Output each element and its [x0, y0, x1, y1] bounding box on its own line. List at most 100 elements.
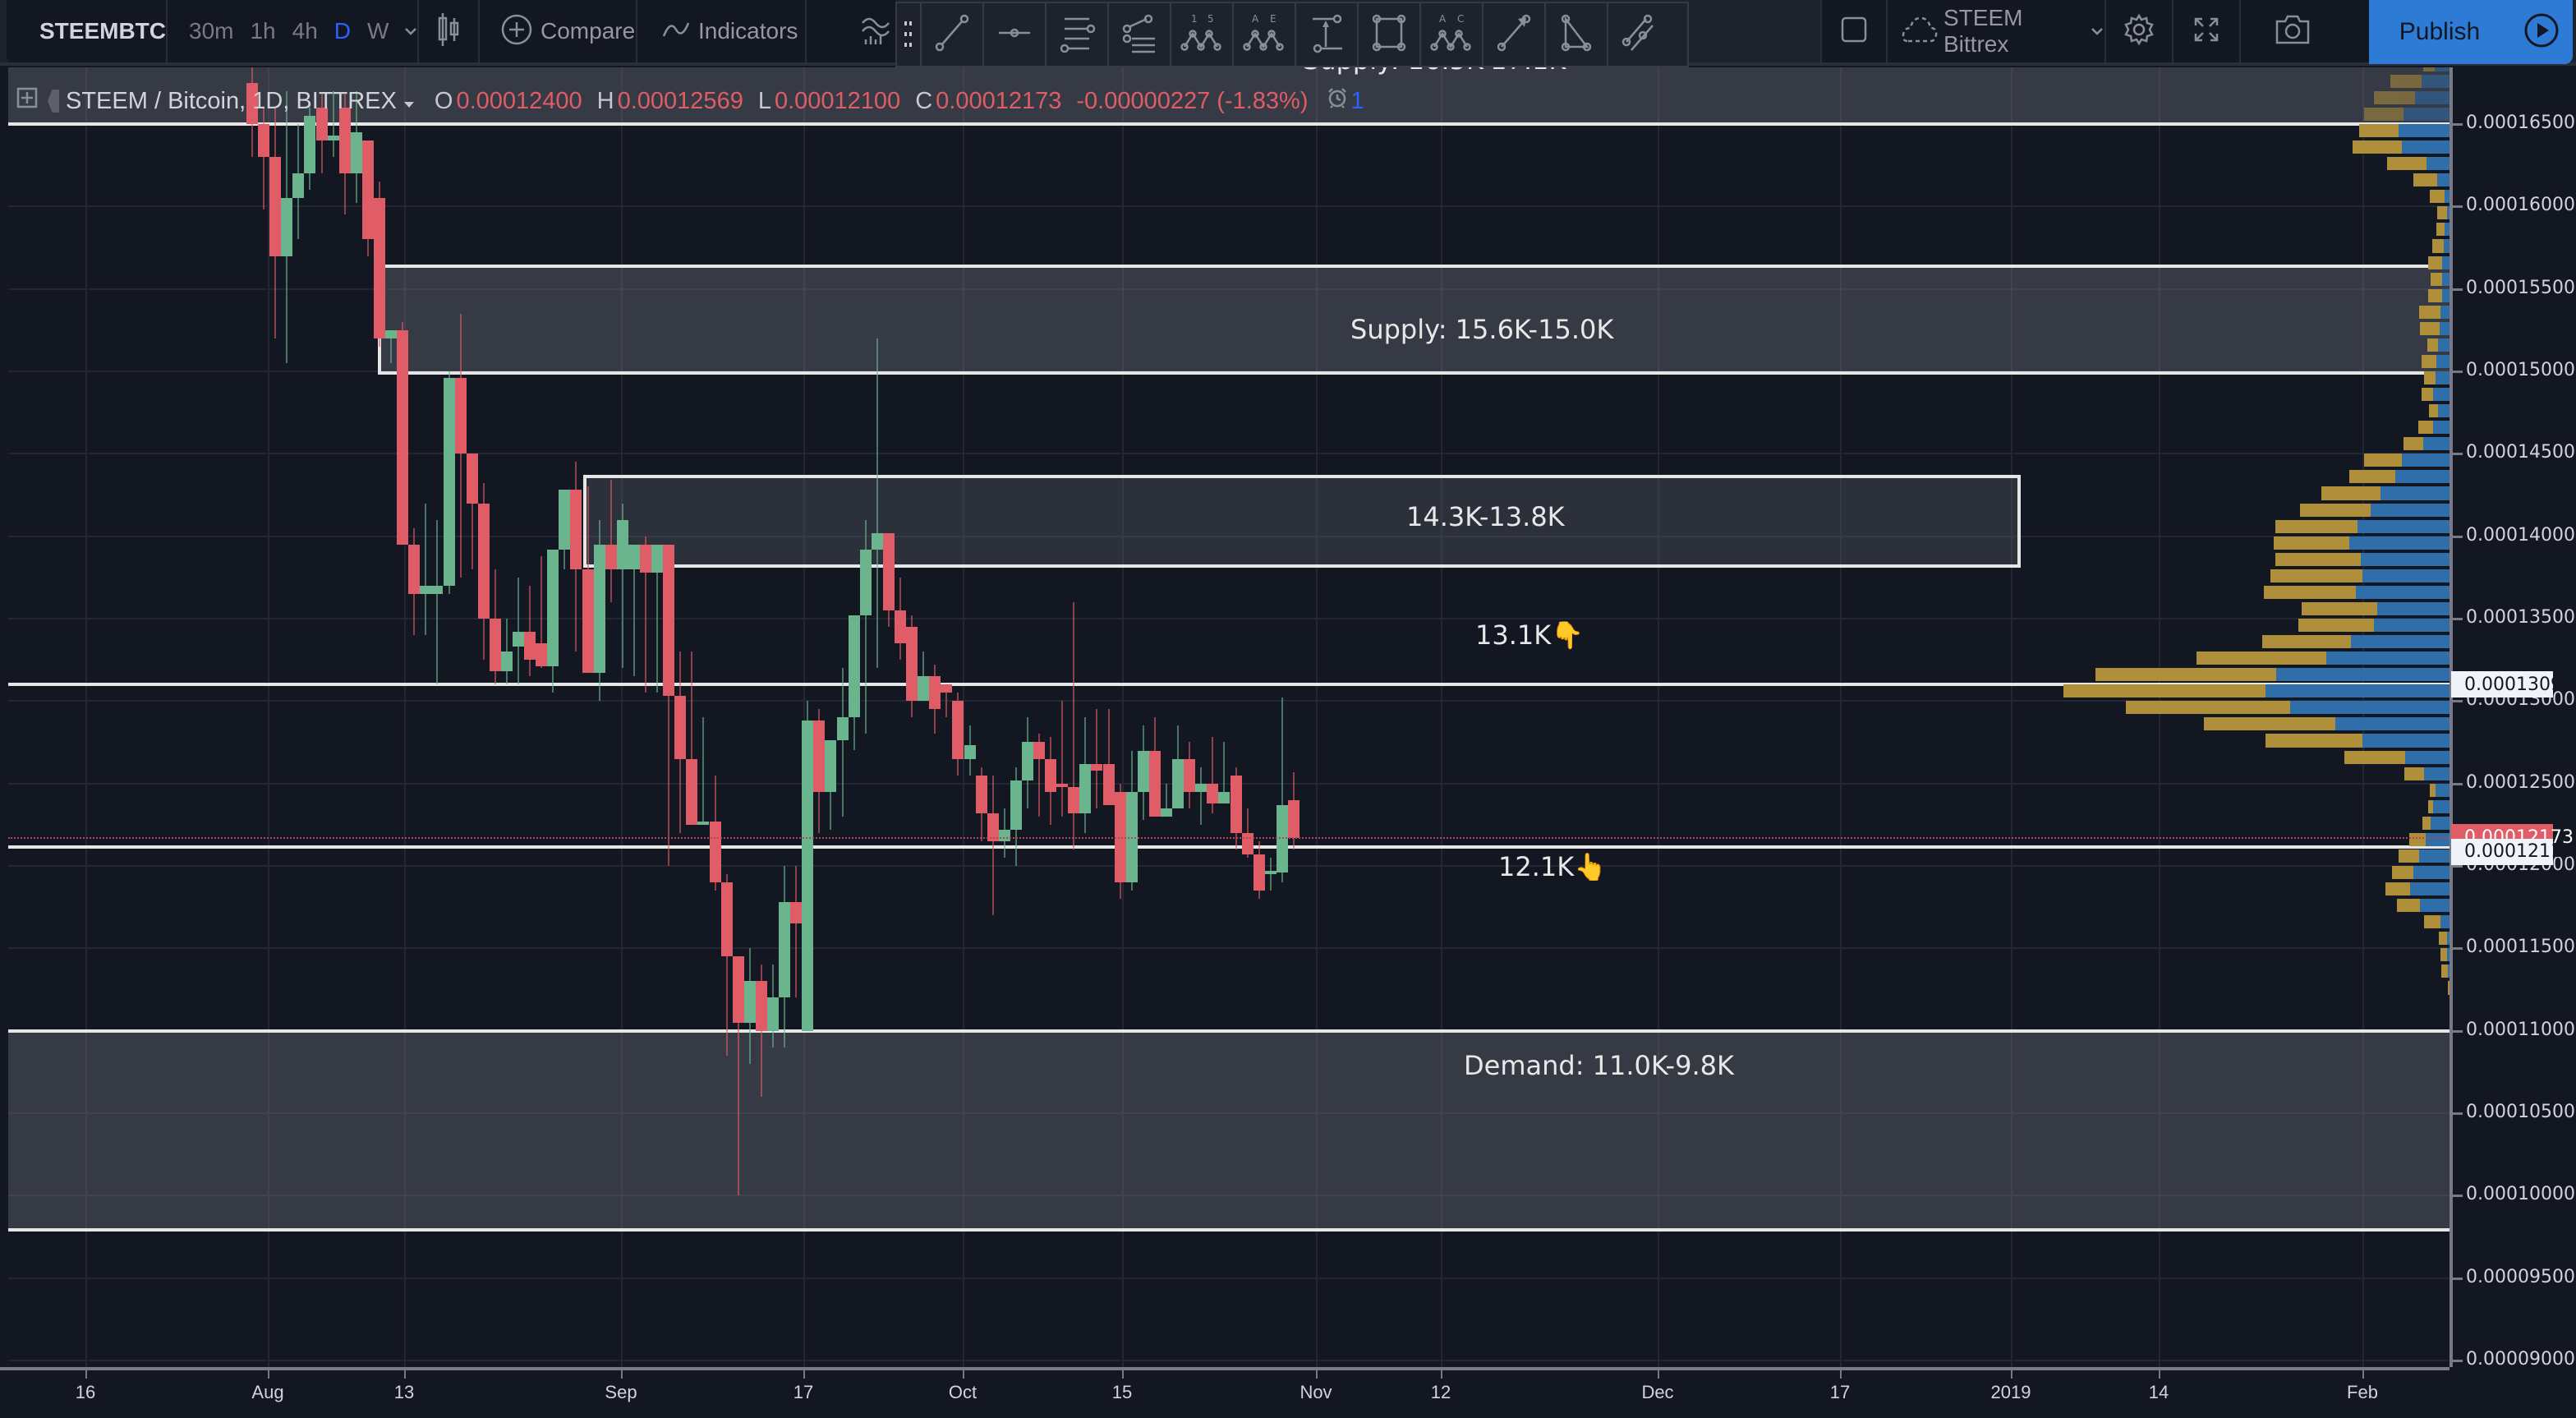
- candle-wick: [702, 717, 705, 825]
- indicators-button[interactable]: Indicators: [637, 0, 807, 62]
- time-tick-label: 15: [1111, 1382, 1133, 1402]
- parallel-channel-tool[interactable]: [1046, 3, 1109, 66]
- candlestick-icon: [436, 12, 461, 51]
- time-axis[interactable]: 16 Aug 13 Sep 17 Oct 15 Nov 12 Dec 17 2019 14 Feb: [0, 1367, 2450, 1418]
- price-axis[interactable]: 0.00016500 0.00016000 0.00015500 0.00015000…: [2450, 67, 2576, 1370]
- price-tick-label: 0.00010000: [2466, 1184, 2575, 1205]
- interval-4h[interactable]: 4h: [292, 18, 318, 44]
- candle-body: [1172, 758, 1184, 808]
- grid-line-v: [1840, 67, 1842, 1367]
- volume-profile-row: [2419, 305, 2450, 319]
- vp-up-segment: [2441, 965, 2448, 978]
- compare-label: Compare: [540, 18, 636, 44]
- series-menu-chevron-icon[interactable]: [403, 88, 415, 115]
- expand-legend-icon[interactable]: [16, 87, 38, 115]
- vp-up-segment: [2359, 124, 2399, 138]
- grid-line-h: [8, 700, 2450, 702]
- series-title[interactable]: STEEM / Bitcoin, 1D, BITTREX: [66, 87, 397, 114]
- interval-d[interactable]: D: [334, 18, 352, 44]
- layout-selector[interactable]: STEEM Bittrex: [1888, 0, 2106, 62]
- volume-profile-row: [2404, 767, 2450, 780]
- vp-up-segment: [2196, 651, 2326, 665]
- candle-body: [1114, 791, 1126, 883]
- arrow-tool[interactable]: [1484, 3, 1546, 66]
- symbol-search-button[interactable]: STEEMBTC: [7, 0, 168, 62]
- horizontal-ray-tool[interactable]: [984, 3, 1046, 66]
- alarm-clock-icon[interactable]: [1327, 87, 1348, 115]
- publish-button[interactable]: Publish: [2369, 0, 2512, 64]
- svg-text:1: 1: [1191, 13, 1198, 25]
- time-tick-label: 17: [793, 1382, 814, 1402]
- vp-down-segment: [2402, 140, 2450, 154]
- grid-line-h: [8, 1112, 2450, 1114]
- alerts-count[interactable]: 1: [1350, 87, 1364, 114]
- candle-body: [1125, 791, 1138, 883]
- vp-up-segment: [2423, 67, 2435, 71]
- rectangle-tool[interactable]: [1359, 3, 1421, 66]
- candle-wick: [876, 338, 878, 669]
- candle-wick: [471, 453, 473, 569]
- candle-body: [1079, 763, 1092, 813]
- compare-button[interactable]: Compare: [480, 0, 637, 62]
- trend-line-tool[interactable]: [922, 3, 984, 66]
- interval-w[interactable]: W: [367, 18, 389, 44]
- vp-down-segment: [2374, 619, 2450, 633]
- vp-up-segment: [2422, 816, 2431, 830]
- plus-circle-icon: [501, 14, 532, 48]
- level-price-badge-upper: 0.00013099: [2451, 671, 2574, 698]
- volume-profile-row: [2429, 404, 2450, 418]
- candle-body: [1102, 763, 1115, 805]
- disjoint-channel-tool[interactable]: [1608, 3, 1669, 66]
- time-tick: [1441, 1370, 1442, 1379]
- grid-line-v: [1316, 67, 1318, 1367]
- interval-dropdown-chevron-icon[interactable]: [403, 24, 418, 39]
- volume-profile-row: [2262, 635, 2450, 649]
- chart-style-button[interactable]: [419, 0, 480, 62]
- select-mode-button[interactable]: [1820, 0, 1888, 62]
- time-tick: [404, 1370, 406, 1379]
- vp-down-segment: [2276, 668, 2450, 682]
- settings-button[interactable]: [2106, 0, 2174, 62]
- level-price-badge-lower: 0.00012115: [2451, 838, 2574, 865]
- time-tick: [268, 1370, 269, 1379]
- collapse-legend-icon[interactable]: [48, 90, 59, 113]
- pitchfork-tool[interactable]: [1109, 3, 1171, 66]
- vp-down-segment: [2437, 173, 2450, 187]
- time-tick: [1316, 1370, 1318, 1379]
- time-tick: [803, 1370, 805, 1379]
- triangle-tool[interactable]: [1546, 3, 1608, 66]
- volume-profile-row: [2422, 388, 2450, 402]
- price-tick-label: 0.00013500: [2466, 606, 2575, 628]
- volume-profile-row: [2427, 338, 2450, 352]
- candle-body: [941, 684, 953, 693]
- volume-profile-row: [2428, 288, 2450, 302]
- candle-wick: [1096, 709, 1098, 808]
- grid-line-h: [8, 535, 2450, 537]
- candle-body: [987, 813, 999, 841]
- drag-handle-icon[interactable]: [897, 3, 922, 66]
- replay-button[interactable]: [2510, 0, 2573, 64]
- vp-up-segment: [2422, 354, 2436, 369]
- vp-down-segment: [2436, 783, 2450, 797]
- interval-1h[interactable]: 1h: [250, 18, 276, 44]
- candle-body: [489, 618, 501, 672]
- time-tick-label: Oct: [948, 1382, 978, 1402]
- price-tick-label: 0.00012500: [2466, 771, 2575, 793]
- templates-button[interactable]: [807, 0, 895, 62]
- fullscreen-button[interactable]: [2174, 0, 2241, 62]
- price-range-tool[interactable]: [1296, 3, 1359, 66]
- snapshot-button[interactable]: [2241, 0, 2369, 62]
- chart-pane[interactable]: Supply: 16.5K-17.1K Supply: 15.6K-15.0K …: [8, 67, 2450, 1367]
- low-value: 0.00012100: [774, 87, 901, 114]
- candle-body: [292, 173, 305, 199]
- price-tick: [2453, 288, 2463, 291]
- candle-body: [918, 676, 930, 702]
- vp-up-segment: [2440, 948, 2447, 962]
- interval-30m[interactable]: 30m: [189, 18, 234, 44]
- vp-down-segment: [2433, 799, 2450, 813]
- time-tick: [85, 1370, 87, 1379]
